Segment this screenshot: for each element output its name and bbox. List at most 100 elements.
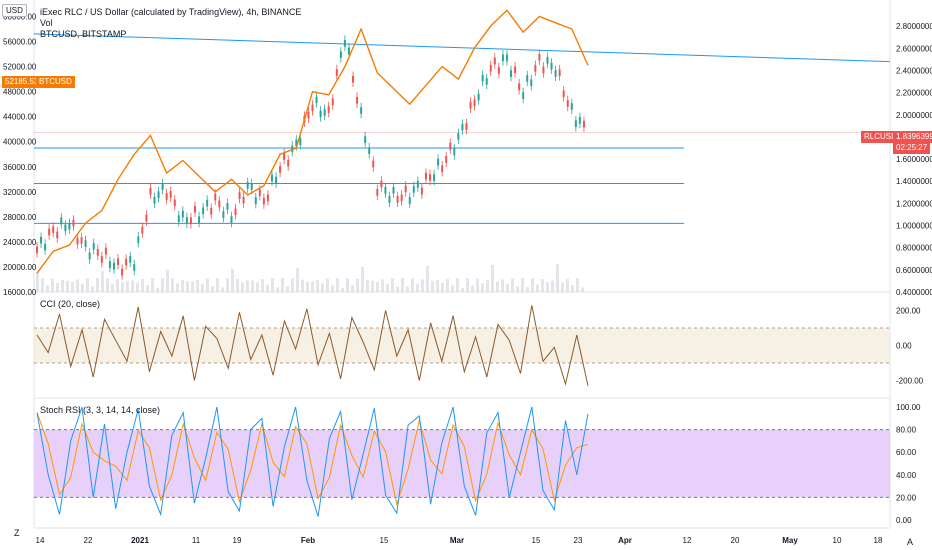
volume-bar bbox=[61, 280, 64, 292]
rlc-candle-body bbox=[445, 156, 448, 163]
rlc-candle-body bbox=[307, 111, 310, 119]
stoch-tick: 20.00 bbox=[896, 493, 917, 502]
rlc-candle-body bbox=[169, 191, 172, 198]
rlc-candle-body bbox=[501, 54, 504, 62]
volume-bar bbox=[401, 278, 404, 292]
volume-bar bbox=[366, 280, 369, 292]
rlc-candle-body bbox=[242, 196, 245, 204]
btc-symbol-tag: BTCUSD bbox=[36, 76, 75, 88]
rlc-candle-body bbox=[461, 123, 464, 131]
volume-bar bbox=[346, 278, 349, 292]
rlc-candle-body bbox=[384, 187, 387, 194]
rlc-candle-body bbox=[266, 194, 269, 202]
rlc-candle-body bbox=[416, 180, 419, 188]
left-price-tick: 44000.00 bbox=[3, 113, 37, 122]
rlc-candle-body bbox=[283, 153, 286, 160]
rlc-candle-body bbox=[453, 148, 456, 156]
currency-selector[interactable]: USD bbox=[2, 4, 27, 17]
volume-bar bbox=[106, 278, 109, 292]
left-price-tick: 56000.00 bbox=[3, 38, 37, 47]
volume-bar bbox=[91, 286, 94, 292]
volume-bar bbox=[546, 282, 549, 292]
rlc-candle-body bbox=[347, 47, 350, 55]
rlc-candle-body bbox=[153, 196, 156, 204]
left-price-tick: 48000.00 bbox=[3, 88, 37, 97]
rlc-candle-body bbox=[206, 199, 209, 207]
volume-bar bbox=[66, 281, 69, 292]
volume-bar bbox=[51, 278, 54, 292]
right-price-tick: 1.20000000 bbox=[896, 199, 932, 208]
rlc-candle-body bbox=[396, 196, 399, 203]
rlc-candle-body bbox=[570, 103, 573, 110]
x-axis-tick: Feb bbox=[301, 536, 315, 545]
volume-bar bbox=[111, 284, 114, 292]
volume-bar bbox=[556, 264, 559, 292]
volume-bar bbox=[426, 265, 429, 292]
volume-bar bbox=[56, 283, 59, 292]
rlc-candle-body bbox=[376, 188, 379, 196]
rlc-candle-body bbox=[275, 176, 278, 184]
volume-bar bbox=[96, 278, 99, 292]
rlc-candle-body bbox=[420, 187, 423, 195]
volume-bar bbox=[506, 283, 509, 292]
stoch-tick: 80.00 bbox=[896, 426, 917, 435]
volume-bar bbox=[331, 285, 334, 292]
volume-bar bbox=[571, 284, 574, 292]
rlc-candle-body bbox=[335, 69, 338, 76]
volume-label: Vol bbox=[40, 18, 53, 28]
x-axis-tick: 15 bbox=[380, 536, 389, 545]
x-axis-tick: 14 bbox=[36, 536, 45, 545]
volume-bar bbox=[126, 280, 129, 292]
overlay-label: BTCUSD, BITSTAMP bbox=[40, 29, 127, 39]
cci-tick: 200.00 bbox=[896, 307, 921, 316]
rlc-candle-body bbox=[473, 99, 476, 107]
volume-bar bbox=[81, 284, 84, 292]
rlc-candle-body bbox=[505, 54, 508, 62]
volume-bar bbox=[116, 279, 119, 292]
volume-bar bbox=[501, 279, 504, 292]
rlc-candle-body bbox=[534, 64, 537, 72]
timezone-corner[interactable]: Z bbox=[14, 528, 20, 538]
rlc-candle-body bbox=[339, 51, 342, 59]
volume-bar bbox=[531, 278, 534, 292]
volume-bar bbox=[186, 281, 189, 292]
volume-bar bbox=[296, 267, 299, 292]
rlc-candle-body bbox=[88, 252, 91, 260]
stoch-pane-label: Stoch RSI (3, 3, 14, 14, close) bbox=[40, 405, 161, 415]
volume-bar bbox=[216, 278, 219, 292]
volume-bar bbox=[486, 279, 489, 292]
volume-bar bbox=[406, 286, 409, 292]
x-axis-tick: 2021 bbox=[131, 536, 149, 545]
volume-bar bbox=[411, 278, 414, 292]
rlc-candle-body bbox=[392, 186, 395, 194]
rlc-candle-body bbox=[137, 236, 140, 244]
x-axis-tick: 23 bbox=[574, 536, 583, 545]
right-price-tick: 2.20000000 bbox=[896, 89, 932, 98]
rlc-candle-body bbox=[246, 181, 249, 189]
rlc-candle-body bbox=[550, 62, 553, 70]
rlc-candle-body bbox=[270, 174, 273, 182]
volume-bar bbox=[221, 287, 224, 292]
auto-scale-button[interactable]: A bbox=[907, 537, 914, 547]
x-axis-tick: 22 bbox=[84, 536, 93, 545]
rlc-candle-body bbox=[96, 248, 99, 256]
rlc-candle-body bbox=[80, 237, 83, 244]
rlc-candle-body bbox=[92, 242, 95, 250]
volume-bar bbox=[146, 285, 149, 292]
volume-bar bbox=[246, 280, 249, 292]
rlc-candle-body bbox=[360, 107, 363, 114]
rlc-candle-body bbox=[100, 256, 103, 263]
rlc-candle-body bbox=[554, 70, 557, 77]
rlc-candle-body bbox=[165, 193, 168, 200]
volume-bar bbox=[321, 283, 324, 292]
rlc-candle-body bbox=[149, 187, 152, 195]
trendline bbox=[33, 33, 891, 63]
volume-bar bbox=[541, 279, 544, 292]
stoch-tick: 60.00 bbox=[896, 448, 917, 457]
rlc-candle-body bbox=[202, 207, 205, 215]
